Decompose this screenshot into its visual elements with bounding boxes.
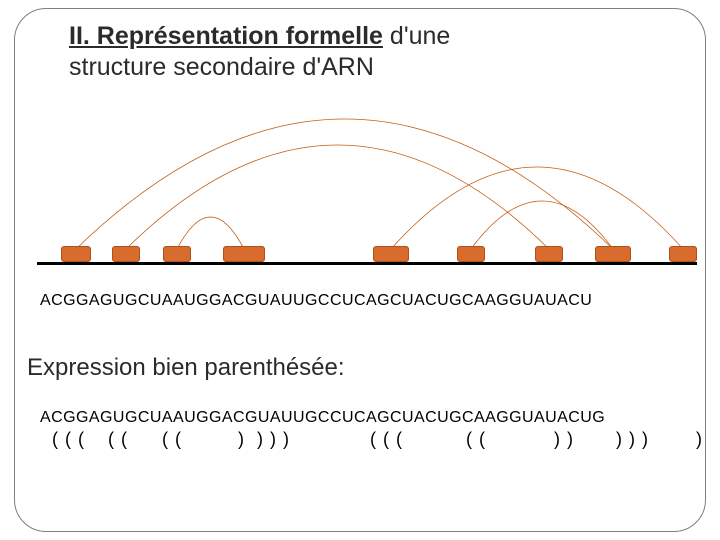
pairing-arc <box>126 145 549 249</box>
pairing-arc <box>177 217 244 249</box>
sequence-2: ACGGAGUGCUAAUGGACGUAUUGCCUCAGCUACUGCAAGG… <box>40 409 605 427</box>
sequence-1: ACGGAGUGCUAAUGGACGUAUUGCCUCAGCUACUGCAAGG… <box>40 292 592 310</box>
paren-group: ) ) ) ) <box>238 429 290 450</box>
rna-block <box>457 246 485 262</box>
paren-group: ) ) ) <box>616 429 649 450</box>
paren-group: ( ( <box>108 429 128 450</box>
paren-group: ) ) <box>696 429 706 450</box>
rna-block <box>373 246 409 262</box>
pairing-arc <box>76 119 613 249</box>
rna-block <box>223 246 265 262</box>
rna-block <box>535 246 563 262</box>
paren-group: ( ( <box>466 429 486 450</box>
slide-title: II. Représentation formelle d'une struct… <box>69 21 669 84</box>
title-rest1: d'une <box>383 22 450 50</box>
subtitle: Expression bien parenthésée: <box>27 354 345 382</box>
paren-group: ( ( ( <box>52 429 85 450</box>
title-line2: structure secondaire d'ARN <box>69 53 374 81</box>
rna-diagram <box>37 109 697 289</box>
parentheses-row: ( ( ( ( ( ( ( ) ) ) ) ( ( ( ( ( ) ) ) ) ) ) ) <box>40 429 706 453</box>
diagram-baseline <box>37 262 697 265</box>
rna-block <box>112 246 140 262</box>
rna-block <box>163 246 191 262</box>
paren-group: ( ( ( <box>370 429 403 450</box>
paren-group: ) ) <box>554 429 574 450</box>
pairing-arc <box>391 167 683 249</box>
slide-frame: II. Représentation formelle d'une struct… <box>14 8 706 532</box>
title-bold-underline: II. Représentation formelle <box>69 22 383 50</box>
paren-group: ( ( <box>162 429 182 450</box>
rna-block <box>669 246 697 262</box>
rna-block <box>61 246 91 262</box>
rna-block <box>595 246 631 262</box>
arc-svg <box>37 109 697 269</box>
